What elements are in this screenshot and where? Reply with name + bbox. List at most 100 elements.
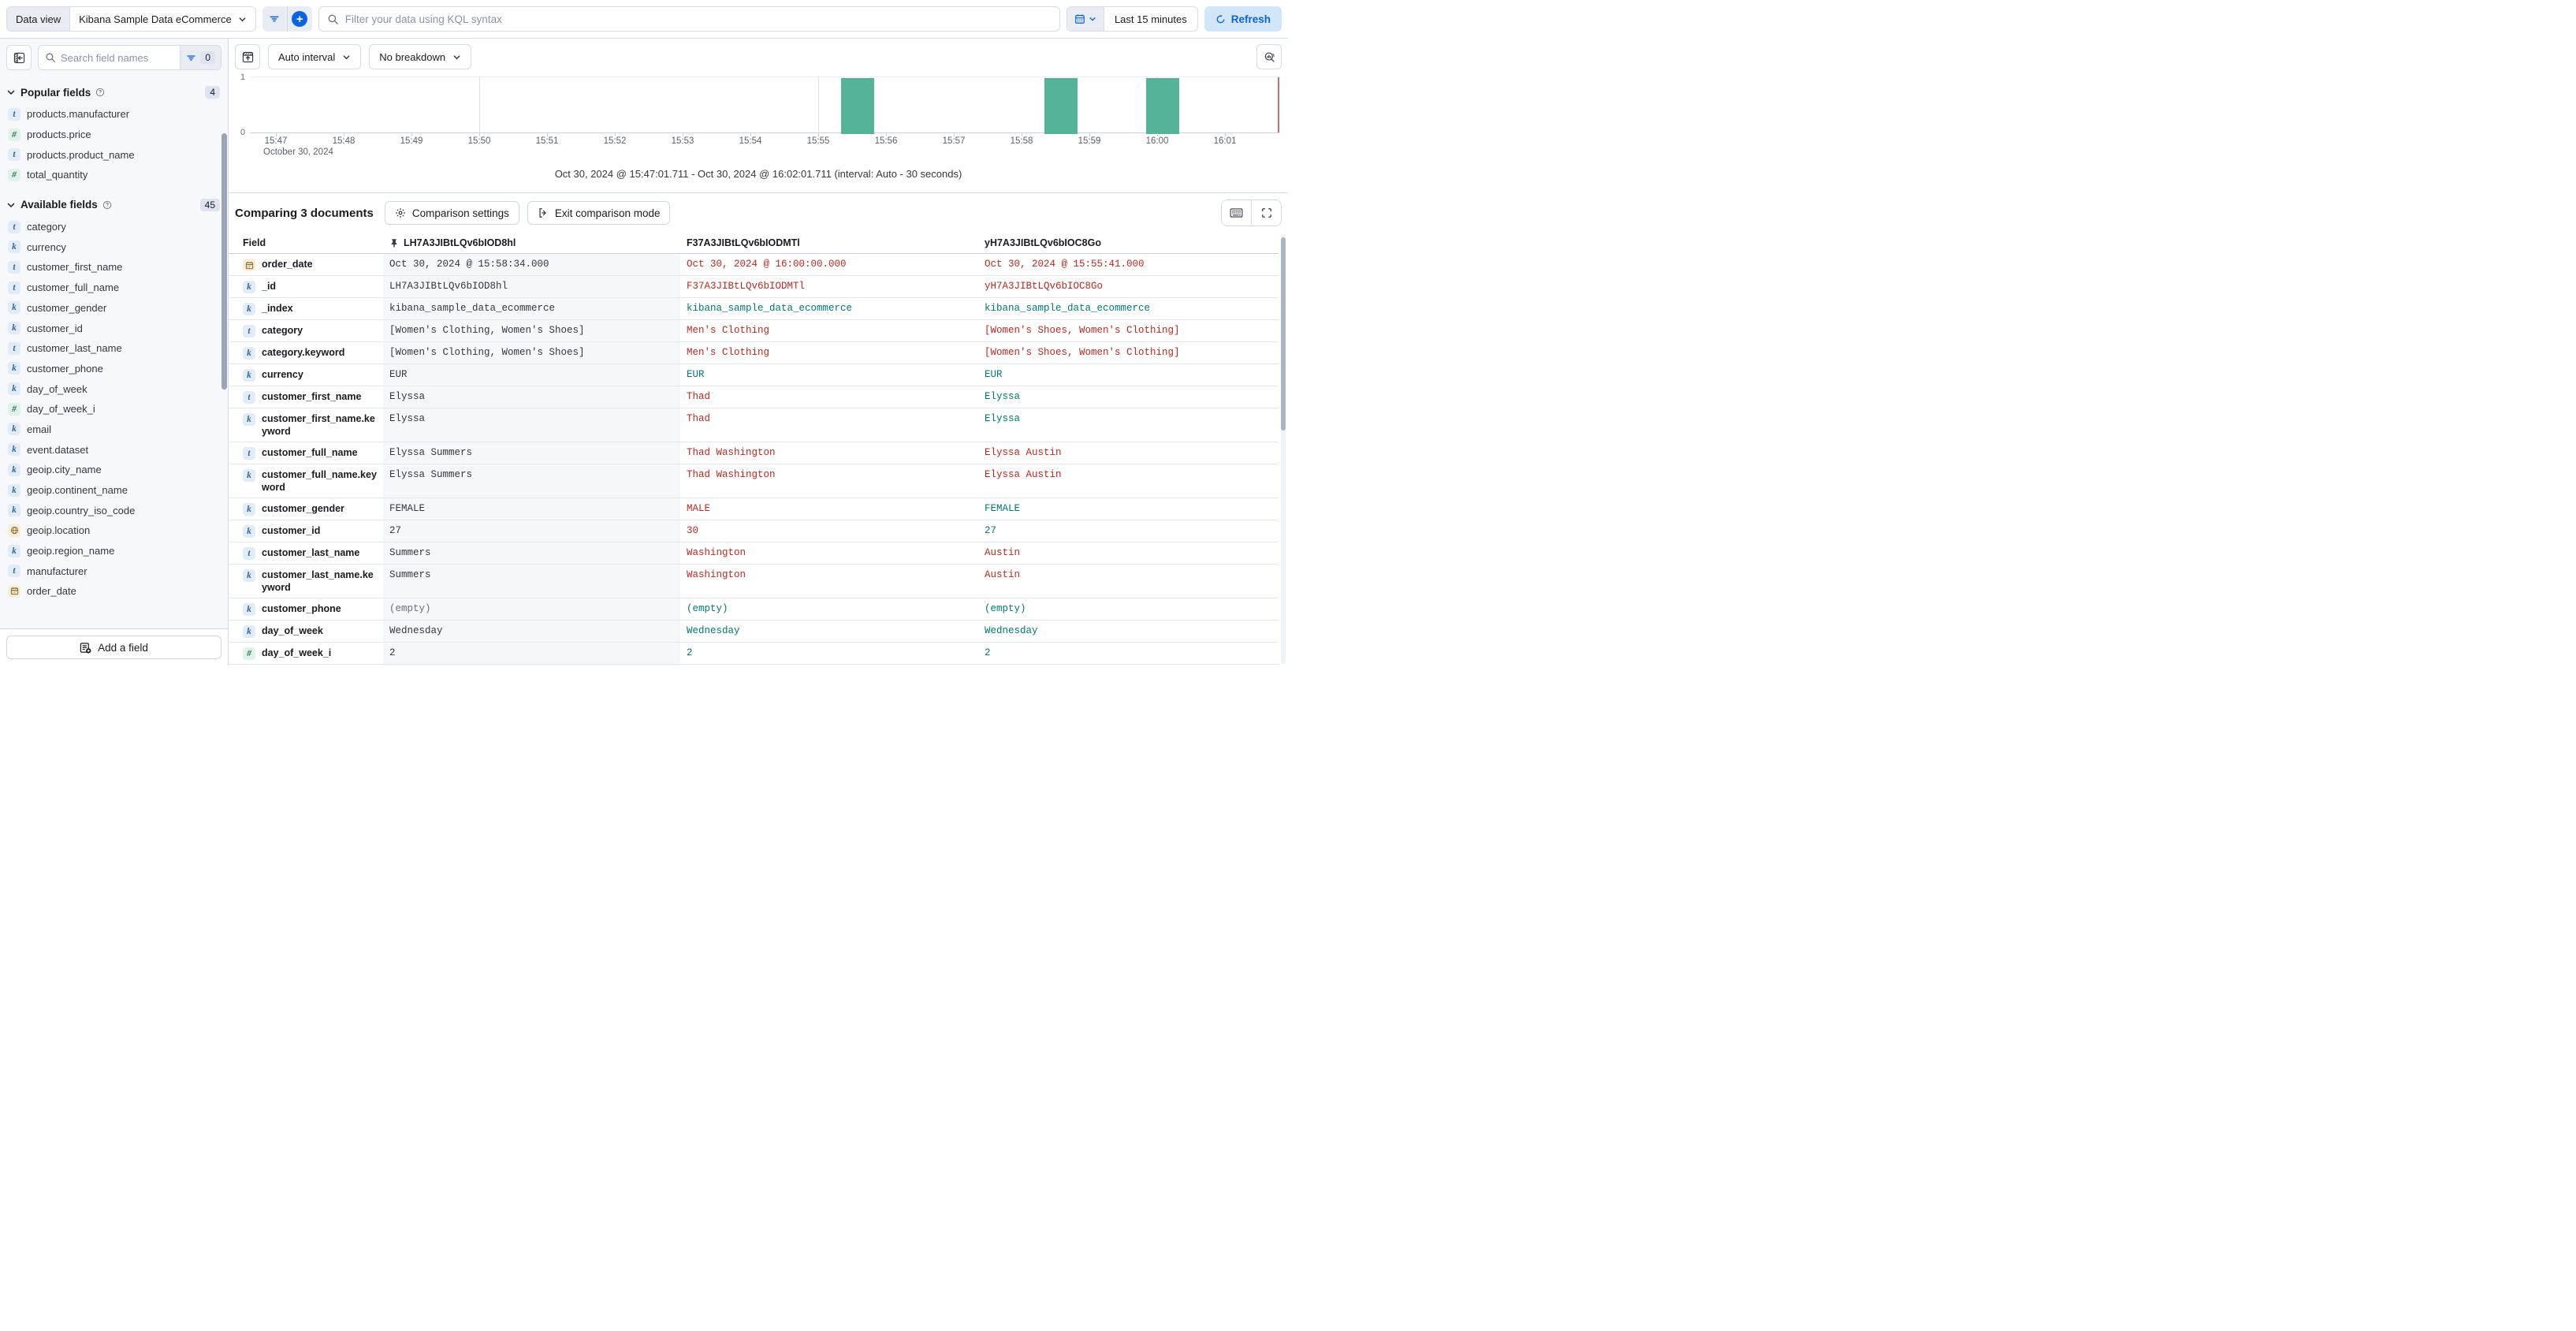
- field-item-label: geoip.region_name: [27, 545, 115, 557]
- field-type-keyword-icon: k: [243, 281, 255, 293]
- field-item-label: customer_last_name: [27, 342, 122, 355]
- calendar-dropdown[interactable]: [1067, 7, 1104, 31]
- field-type-keyword-icon: k: [243, 525, 255, 538]
- table-scrollbar-thumb[interactable]: [1281, 237, 1286, 431]
- field-type-keyword-icon: k: [8, 504, 20, 517]
- field-value-cell: Men's Clothing: [687, 347, 770, 358]
- field-name-cell: k customer_gender: [229, 498, 383, 520]
- comparison-table-row: k currency EUR EUR EUR: [229, 364, 1279, 386]
- field-item[interactable]: # day_of_week_i: [6, 399, 220, 419]
- keyboard-shortcuts-button[interactable]: [1222, 200, 1251, 226]
- field-type-keyword-icon: k: [243, 503, 255, 516]
- field-item-label: customer_phone: [27, 362, 103, 375]
- field-item[interactable]: t customer_last_name: [6, 338, 220, 359]
- field-search[interactable]: 0: [38, 45, 221, 70]
- field-item[interactable]: k email: [6, 419, 220, 440]
- histogram: 1 0 15:47 15:48 15:49 15:50 15:51 15:52 15:53 1…: [229, 73, 1288, 158]
- field-filters-button[interactable]: 0: [180, 46, 221, 69]
- field-item[interactable]: t customer_full_name: [6, 278, 220, 298]
- help-icon: [95, 88, 105, 97]
- breakdown-select[interactable]: No breakdown: [369, 44, 472, 69]
- comparison-settings-button[interactable]: Comparison settings: [384, 201, 519, 225]
- interval-select[interactable]: Auto interval: [268, 44, 362, 69]
- field-type-keyword-icon: k: [8, 544, 20, 557]
- field-item[interactable]: k customer_phone: [6, 359, 220, 379]
- sidebar-scrollbar[interactable]: [221, 133, 227, 390]
- field-type-date-icon: [8, 584, 20, 598]
- y-axis-max-label: 1: [240, 73, 246, 82]
- field-type-text-icon: t: [8, 148, 20, 162]
- field-item[interactable]: k currency: [6, 237, 220, 257]
- pinned-doc-column-header[interactable]: LH7A3JIBtLQv6bIOD8hl: [383, 237, 680, 248]
- available-fields-header[interactable]: Available fields 45: [6, 198, 220, 211]
- chevron-down-icon: [452, 53, 461, 62]
- exit-comparison-label: Exit comparison mode: [554, 207, 661, 219]
- field-type-keyword-icon: k: [243, 303, 255, 315]
- doc-column-header[interactable]: yH7A3JIBtLQv6bIOC8Go: [985, 237, 1101, 248]
- field-item[interactable]: # products.price: [6, 125, 220, 145]
- field-item[interactable]: k geoip.city_name: [6, 460, 220, 480]
- field-name: category.keyword: [262, 347, 345, 358]
- exit-icon: [538, 207, 549, 218]
- field-item[interactable]: k geoip.region_name: [6, 541, 220, 561]
- kql-search-bar[interactable]: [318, 6, 1060, 32]
- add-filter-button[interactable]: +: [288, 6, 312, 32]
- time-range-picker[interactable]: Last 15 minutes: [1066, 6, 1198, 32]
- histogram-bar[interactable]: [841, 78, 874, 134]
- time-range-value[interactable]: Last 15 minutes: [1114, 13, 1187, 25]
- field-item[interactable]: t customer_first_name: [6, 257, 220, 278]
- filter-icon[interactable]: [262, 6, 287, 32]
- field-item[interactable]: t category: [6, 217, 220, 237]
- field-name-cell: k day_of_week: [229, 621, 383, 642]
- field-item[interactable]: t products.manufacturer: [6, 104, 220, 125]
- field-search-input[interactable]: [61, 51, 181, 64]
- histogram-bar[interactable]: [1146, 78, 1179, 134]
- field-type-text-icon: t: [8, 220, 20, 233]
- histogram-plot[interactable]: [250, 76, 1279, 134]
- field-value-cell: 30: [687, 525, 699, 536]
- field-item[interactable]: order_date: [6, 581, 220, 602]
- field-type-geo-icon: [8, 524, 20, 537]
- field-item[interactable]: k geoip.country_iso_code: [6, 500, 220, 520]
- field-item[interactable]: k day_of_week: [6, 378, 220, 399]
- field-value-cell: EUR: [383, 364, 680, 386]
- field-name: customer_first_name.keyword: [262, 413, 375, 437]
- field-item[interactable]: k customer_id: [6, 318, 220, 338]
- add-a-field-button[interactable]: Add a field: [6, 636, 221, 659]
- field-item[interactable]: k customer_gender: [6, 298, 220, 319]
- kql-search-input[interactable]: [344, 13, 1052, 25]
- field-item[interactable]: t products.product_name: [6, 144, 220, 165]
- field-value-cell: Oct 30, 2024 @ 15:58:34.000: [383, 254, 680, 275]
- edit-visualization-button[interactable]: [1256, 44, 1282, 69]
- histogram-bar[interactable]: [1044, 78, 1078, 134]
- refresh-button[interactable]: Refresh: [1204, 6, 1282, 32]
- fullscreen-button[interactable]: [1252, 200, 1281, 226]
- field-type-text-icon: t: [8, 281, 20, 294]
- x-axis-tick-label: 15:58: [1010, 136, 1033, 146]
- comparison-table-header: Field LH7A3JIBtLQv6bIOD8hl F37A3JIBtLQv6…: [229, 233, 1279, 254]
- popular-fields-header[interactable]: Popular fields 4: [6, 86, 220, 99]
- field-type-number-icon: #: [243, 647, 255, 660]
- field-item[interactable]: # total_quantity: [6, 165, 220, 185]
- field-type-keyword-icon: k: [8, 301, 20, 315]
- data-view-picker[interactable]: Data view Kibana Sample Data eCommerce: [6, 6, 256, 32]
- x-axis-tick-mark: [1225, 133, 1226, 136]
- field-value-cell: (empty): [383, 598, 680, 620]
- exit-comparison-button[interactable]: Exit comparison mode: [527, 201, 671, 225]
- collapse-sidebar-button[interactable]: [6, 45, 32, 70]
- field-value-cell: F37A3JIBtLQv6bIODMTl: [687, 281, 806, 292]
- data-view-value: Kibana Sample Data eCommerce: [79, 13, 232, 25]
- comparison-settings-label: Comparison settings: [411, 207, 509, 219]
- field-type-keyword-icon: k: [243, 413, 255, 426]
- popular-fields-count: 4: [205, 86, 220, 99]
- table-scrollbar-track[interactable]: [1281, 234, 1286, 664]
- field-type-keyword-icon: k: [243, 569, 255, 582]
- field-item[interactable]: geoip.location: [6, 520, 220, 541]
- doc-column-header[interactable]: F37A3JIBtLQv6bIODMTl: [687, 237, 800, 248]
- field-name-cell: t customer_full_name: [229, 442, 383, 464]
- field-item[interactable]: k geoip.continent_name: [6, 480, 220, 501]
- hide-chart-button[interactable]: [235, 44, 260, 69]
- field-item[interactable]: k event.dataset: [6, 439, 220, 460]
- field-item-label: email: [27, 423, 52, 435]
- field-item[interactable]: t manufacturer: [6, 561, 220, 581]
